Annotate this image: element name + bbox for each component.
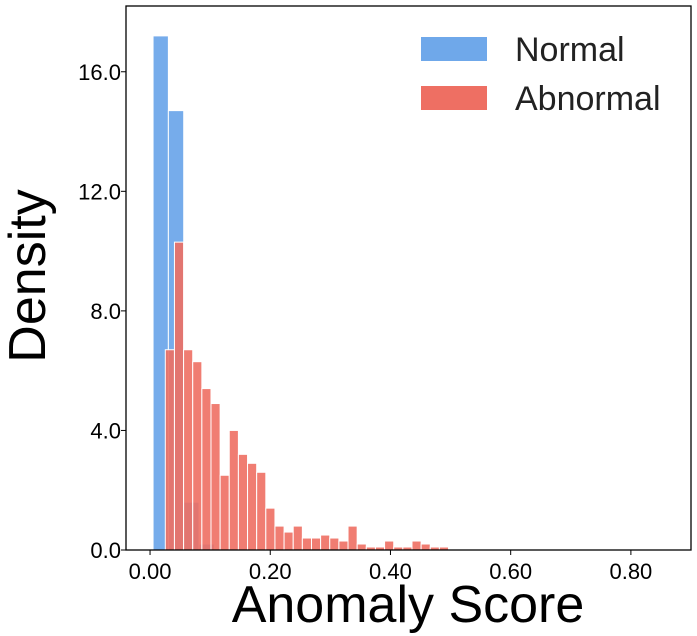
abnormal-bar-10 xyxy=(256,471,267,551)
abnormal-bar-27 xyxy=(411,540,422,551)
abnormal-bar-1 xyxy=(173,241,185,551)
series-abnormal-bars xyxy=(164,241,450,551)
abnormal-bar-19 xyxy=(338,540,349,551)
abnormal-bar-24 xyxy=(384,540,395,551)
y-tick-label: 8.0 xyxy=(90,299,121,324)
abnormal-bar-6 xyxy=(219,474,230,551)
abnormal-bar-20 xyxy=(347,525,358,551)
abnormal-bar-2 xyxy=(183,349,194,551)
x-tick-label: 0.20 xyxy=(249,559,292,584)
legend-label-abnormal: Abnormal xyxy=(515,80,661,118)
y-tick-label: 12.0 xyxy=(78,179,121,204)
y-tick-label: 0.0 xyxy=(90,538,121,563)
legend: Normal Abnormal xyxy=(421,31,661,118)
x-axis-ticks: 0.00 0.20 0.40 0.60 0.80 xyxy=(129,550,652,584)
abnormal-bar-4 xyxy=(201,388,212,551)
abnormal-bar-5 xyxy=(210,403,221,551)
x-axis-title: Anomaly Score xyxy=(232,576,585,634)
y-axis-title: Density xyxy=(0,189,57,362)
x-tick-label: 0.40 xyxy=(369,559,412,584)
abnormal-bar-0 xyxy=(164,349,175,551)
legend-label-normal: Normal xyxy=(515,31,625,69)
abnormal-bar-16 xyxy=(310,537,322,551)
y-tick-label: 16.0 xyxy=(78,60,121,85)
abnormal-bar-21 xyxy=(356,543,367,551)
abnormal-bar-14 xyxy=(292,525,303,551)
abnormal-bar-3 xyxy=(192,361,203,551)
y-axis-ticks: 0.0 4.0 8.0 12.0 16.0 xyxy=(78,60,126,563)
abnormal-bar-12 xyxy=(274,525,285,551)
x-tick-label: 0.60 xyxy=(489,559,532,584)
plot-frame xyxy=(125,5,692,551)
legend-swatch-normal xyxy=(421,37,487,61)
abnormal-bar-9 xyxy=(247,462,258,551)
abnormal-bar-18 xyxy=(329,537,340,551)
abnormal-bar-7 xyxy=(228,429,239,551)
legend-swatch-abnormal xyxy=(421,86,487,110)
abnormal-bar-15 xyxy=(301,537,312,551)
x-tick-label: 0.00 xyxy=(129,559,172,584)
abnormal-bar-17 xyxy=(320,534,331,551)
abnormal-bar-28 xyxy=(420,543,431,551)
abnormal-bar-13 xyxy=(283,531,294,551)
x-tick-label: 0.80 xyxy=(609,559,652,584)
abnormal-bar-11 xyxy=(265,507,276,551)
y-tick-label: 4.0 xyxy=(90,418,121,443)
abnormal-bar-8 xyxy=(237,453,249,551)
